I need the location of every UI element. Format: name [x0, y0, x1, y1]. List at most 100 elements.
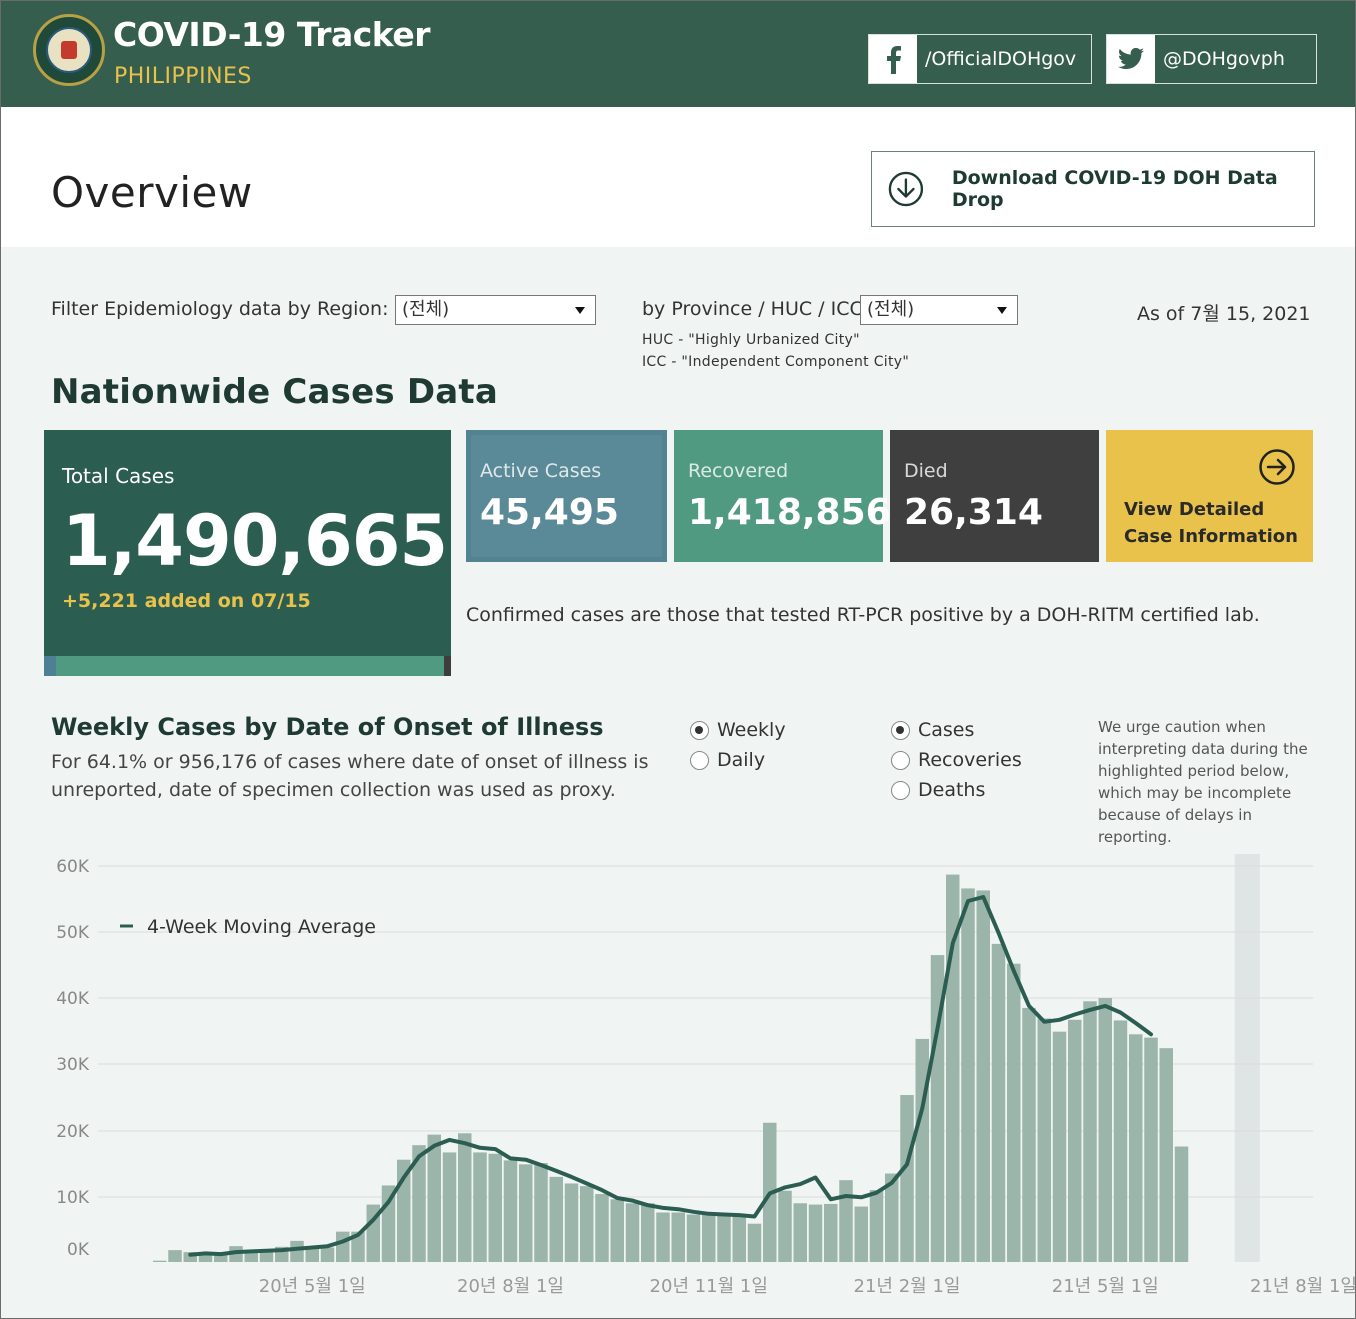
- twitter-icon: [1107, 35, 1155, 83]
- y-tick-label: 30K: [56, 1055, 90, 1075]
- case-bar: [412, 1145, 426, 1262]
- radio-unselected-icon: [891, 780, 910, 800]
- case-bar: [153, 1260, 167, 1262]
- radio-deaths-label: Deaths: [918, 779, 986, 801]
- dropdown-arrow-icon: [997, 307, 1007, 314]
- x-tick-label: 21년 2월 1일: [854, 1276, 961, 1297]
- case-bar: [885, 1173, 899, 1262]
- weekly-chart-title: Weekly Cases by Date of Onset of Illness: [51, 713, 604, 741]
- twitter-link[interactable]: @DOHgovph: [1106, 34, 1317, 84]
- x-tick-label: 20년 5월 1일: [259, 1276, 366, 1297]
- radio-selected-icon: [690, 720, 709, 740]
- weekly-cases-chart: 0K 10K 20K 30K 40K 50K 60K 4-Week Moving Averag…: [56, 854, 1356, 1297]
- case-bar: [214, 1252, 228, 1262]
- case-bar: [259, 1250, 274, 1262]
- radio-deaths[interactable]: Deaths: [891, 779, 985, 801]
- case-bar: [991, 943, 1006, 1262]
- died-label: Died: [904, 460, 948, 482]
- region-select-value: (전체): [402, 299, 450, 320]
- radio-unselected-icon: [891, 750, 910, 770]
- case-bar: [976, 890, 990, 1262]
- x-tick-label: 20년 8월 1일: [457, 1276, 564, 1297]
- case-bar: [1083, 1001, 1097, 1262]
- province-select[interactable]: (전체): [860, 295, 1018, 325]
- radio-weekly-label: Weekly: [717, 719, 786, 741]
- doh-seal-logo: [33, 14, 105, 86]
- case-bar: [1144, 1037, 1158, 1262]
- moving-average-line: [188, 895, 1153, 1257]
- radio-selected-icon: [891, 720, 910, 740]
- case-bar: [1037, 1018, 1051, 1262]
- total-cases-label: Total Cases: [62, 464, 175, 488]
- twitter-handle: @DOHgovph: [1163, 48, 1285, 70]
- case-bar: [839, 1180, 853, 1262]
- radio-recoveries[interactable]: Recoveries: [891, 749, 1022, 771]
- case-bar: [793, 1203, 807, 1262]
- case-bar: [915, 1038, 929, 1262]
- province-select-value: (전체): [867, 299, 915, 320]
- case-bar: [305, 1246, 319, 1262]
- case-bar: [610, 1199, 624, 1262]
- region-select[interactable]: (전체): [395, 295, 596, 325]
- recovered-label: Recovered: [688, 460, 789, 482]
- radio-daily[interactable]: Daily: [690, 749, 765, 771]
- top-bar: COVID-19 Tracker PHILIPPINES /OfficialDO…: [1, 1, 1355, 107]
- app-title: COVID-19 Tracker: [113, 15, 431, 54]
- radio-weekly[interactable]: Weekly: [690, 719, 786, 741]
- active-cases-value: 45,495: [480, 492, 619, 533]
- case-bar: [1113, 1020, 1128, 1262]
- case-bar: [427, 1134, 441, 1262]
- facebook-icon: [869, 35, 917, 83]
- case-bar: [747, 1223, 762, 1262]
- case-bar: [320, 1247, 335, 1262]
- case-bar: [900, 1095, 914, 1262]
- case-bar: [732, 1214, 746, 1262]
- nationwide-title: Nationwide Cases Data: [51, 372, 498, 412]
- case-bar: [1007, 963, 1021, 1262]
- case-bar: [854, 1206, 868, 1262]
- active-cases-label: Active Cases: [480, 460, 602, 482]
- case-bar: [580, 1186, 594, 1262]
- case-bar: [534, 1163, 548, 1262]
- province-filter-label: by Province / HUC / ICC:: [642, 298, 870, 320]
- case-bar: [458, 1133, 472, 1262]
- facebook-link[interactable]: /OfficialDOHgov: [868, 34, 1092, 84]
- caution-note: We urge caution when interpreting data d…: [1098, 718, 1308, 846]
- radio-cases-label: Cases: [918, 719, 975, 741]
- case-bar: [641, 1203, 655, 1262]
- y-tick-label: 20K: [56, 1122, 90, 1142]
- case-bar: [503, 1160, 518, 1262]
- case-bar: [808, 1204, 823, 1262]
- case-bar: [473, 1152, 487, 1262]
- y-tick-label: 60K: [56, 857, 90, 877]
- case-bar: [336, 1231, 350, 1262]
- case-bar: [442, 1152, 457, 1262]
- confirmed-cases-note: Confirmed cases are those that tested RT…: [466, 604, 1260, 626]
- radio-cases[interactable]: Cases: [891, 719, 974, 741]
- y-tick-label: 50K: [56, 923, 90, 943]
- view-detailed-case-button[interactable]: View Detailed Case Information: [1106, 430, 1313, 562]
- x-tick-label: 20년 11월 1일: [650, 1276, 768, 1297]
- case-bar: [198, 1252, 213, 1262]
- arrow-right-circle-icon: [1259, 449, 1295, 485]
- download-data-drop-button[interactable]: Download COVID-19 DOH Data Drop: [871, 151, 1315, 227]
- view-detailed-label: View Detailed: [1124, 499, 1265, 520]
- case-bar: [930, 955, 945, 1262]
- case-bar: [549, 1176, 563, 1262]
- case-bar: [686, 1214, 701, 1262]
- radio-daily-label: Daily: [717, 749, 766, 771]
- case-bar: [519, 1164, 533, 1262]
- download-icon: [888, 171, 924, 207]
- total-cases-card: Total Cases 1,490,665 +5,221 added on 07…: [44, 430, 451, 676]
- case-bar: [183, 1252, 197, 1262]
- case-bar: [702, 1214, 716, 1262]
- case-bar: [168, 1250, 182, 1262]
- page-title: Overview: [51, 168, 253, 217]
- died-card: Died 26,314: [890, 430, 1099, 562]
- legend-label: 4-Week Moving Average: [147, 916, 376, 938]
- case-bar: [1022, 1007, 1036, 1262]
- case-bar: [717, 1214, 731, 1262]
- case-bar: [1098, 998, 1112, 1262]
- case-bar: [244, 1252, 258, 1262]
- y-tick-label: 0K: [67, 1240, 90, 1260]
